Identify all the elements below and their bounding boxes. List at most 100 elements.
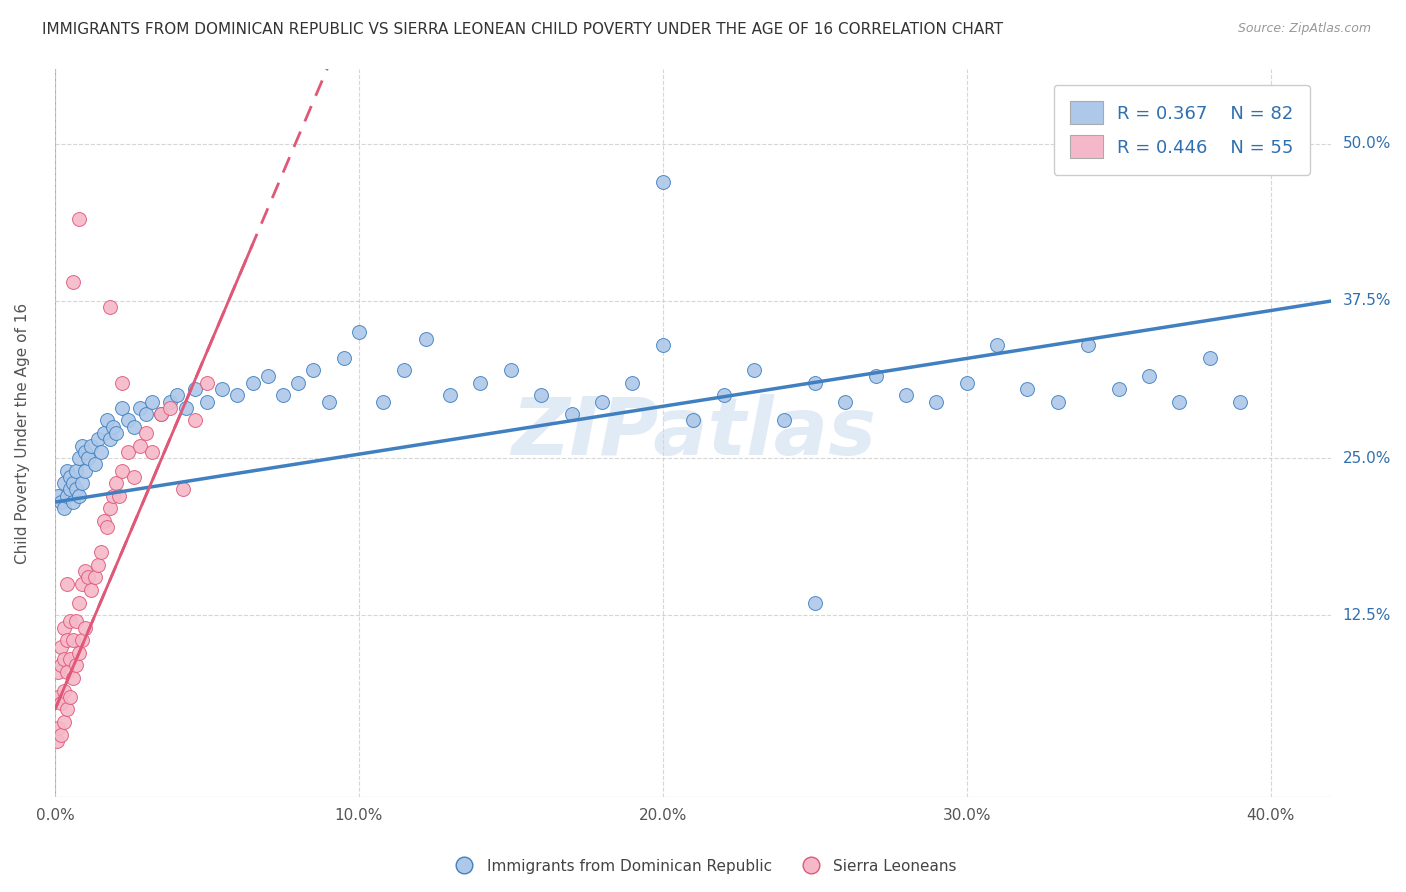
Point <box>141 444 163 458</box>
Point <box>56 702 79 716</box>
Point <box>72 633 94 648</box>
Point <box>111 376 134 390</box>
Point <box>415 332 437 346</box>
Point <box>470 376 492 390</box>
Point <box>117 444 139 458</box>
Point <box>62 495 84 509</box>
Point <box>256 369 278 384</box>
Point <box>530 388 553 402</box>
Point <box>111 401 134 415</box>
Point <box>49 696 72 710</box>
Point <box>651 338 673 352</box>
Point <box>302 363 325 377</box>
Point <box>67 489 90 503</box>
Point <box>1137 369 1160 384</box>
Point <box>46 489 69 503</box>
Point <box>77 451 100 466</box>
Point <box>713 388 735 402</box>
Point <box>129 438 152 452</box>
Point <box>773 413 796 427</box>
Point <box>117 413 139 427</box>
Point <box>46 690 69 704</box>
Point <box>226 388 249 402</box>
Point <box>56 464 79 478</box>
Point <box>59 690 82 704</box>
Point <box>865 369 887 384</box>
Point <box>56 665 79 679</box>
Point <box>195 394 218 409</box>
Point <box>53 621 76 635</box>
Point <box>174 401 197 415</box>
Text: Source: ZipAtlas.com: Source: ZipAtlas.com <box>1237 22 1371 36</box>
Point <box>98 300 121 314</box>
Point <box>86 558 108 572</box>
Point <box>242 376 264 390</box>
Point <box>159 394 181 409</box>
Point <box>561 407 583 421</box>
Point <box>77 570 100 584</box>
Point <box>59 652 82 666</box>
Point <box>499 363 522 377</box>
Point <box>65 658 87 673</box>
Point <box>53 652 76 666</box>
Point <box>195 376 218 390</box>
Point <box>150 407 173 421</box>
Point <box>65 483 87 497</box>
Point <box>682 413 704 427</box>
Text: ZIPatlas: ZIPatlas <box>510 394 876 472</box>
Point <box>135 407 157 421</box>
Point <box>90 444 112 458</box>
Legend: R = 0.367    N = 82, R = 0.446    N = 55: R = 0.367 N = 82, R = 0.446 N = 55 <box>1053 85 1309 175</box>
Point <box>83 570 105 584</box>
Point <box>211 382 233 396</box>
Point <box>894 388 917 402</box>
Point <box>1108 382 1130 396</box>
Point <box>62 633 84 648</box>
Point <box>1046 394 1069 409</box>
Point <box>56 633 79 648</box>
Point <box>75 564 97 578</box>
Point <box>184 413 207 427</box>
Point <box>1077 338 1099 352</box>
Point <box>925 394 948 409</box>
Point <box>956 376 979 390</box>
Point <box>53 683 76 698</box>
Legend: Immigrants from Dominican Republic, Sierra Leoneans: Immigrants from Dominican Republic, Sier… <box>443 853 963 880</box>
Point <box>101 419 124 434</box>
Point <box>1229 394 1251 409</box>
Point <box>98 501 121 516</box>
Point <box>101 489 124 503</box>
Point <box>67 212 90 227</box>
Point <box>49 727 72 741</box>
Point <box>65 464 87 478</box>
Point <box>93 425 115 440</box>
Point <box>56 489 79 503</box>
Point <box>1017 382 1039 396</box>
Point <box>159 401 181 415</box>
Point <box>98 432 121 446</box>
Point <box>373 394 395 409</box>
Text: 12.5%: 12.5% <box>1343 607 1391 623</box>
Point <box>742 363 765 377</box>
Text: 50.0%: 50.0% <box>1343 136 1391 152</box>
Point <box>65 615 87 629</box>
Point <box>104 425 127 440</box>
Point <box>83 458 105 472</box>
Point <box>75 464 97 478</box>
Point <box>75 444 97 458</box>
Point <box>80 582 103 597</box>
Point <box>135 425 157 440</box>
Point <box>986 338 1008 352</box>
Point <box>591 394 613 409</box>
Text: 25.0%: 25.0% <box>1343 450 1391 466</box>
Point <box>141 394 163 409</box>
Point <box>53 714 76 729</box>
Y-axis label: Child Poverty Under the Age of 16: Child Poverty Under the Age of 16 <box>15 302 30 564</box>
Point <box>108 489 131 503</box>
Point <box>49 658 72 673</box>
Point <box>166 388 188 402</box>
Point <box>332 351 354 365</box>
Point <box>62 476 84 491</box>
Point <box>46 665 69 679</box>
Point <box>90 545 112 559</box>
